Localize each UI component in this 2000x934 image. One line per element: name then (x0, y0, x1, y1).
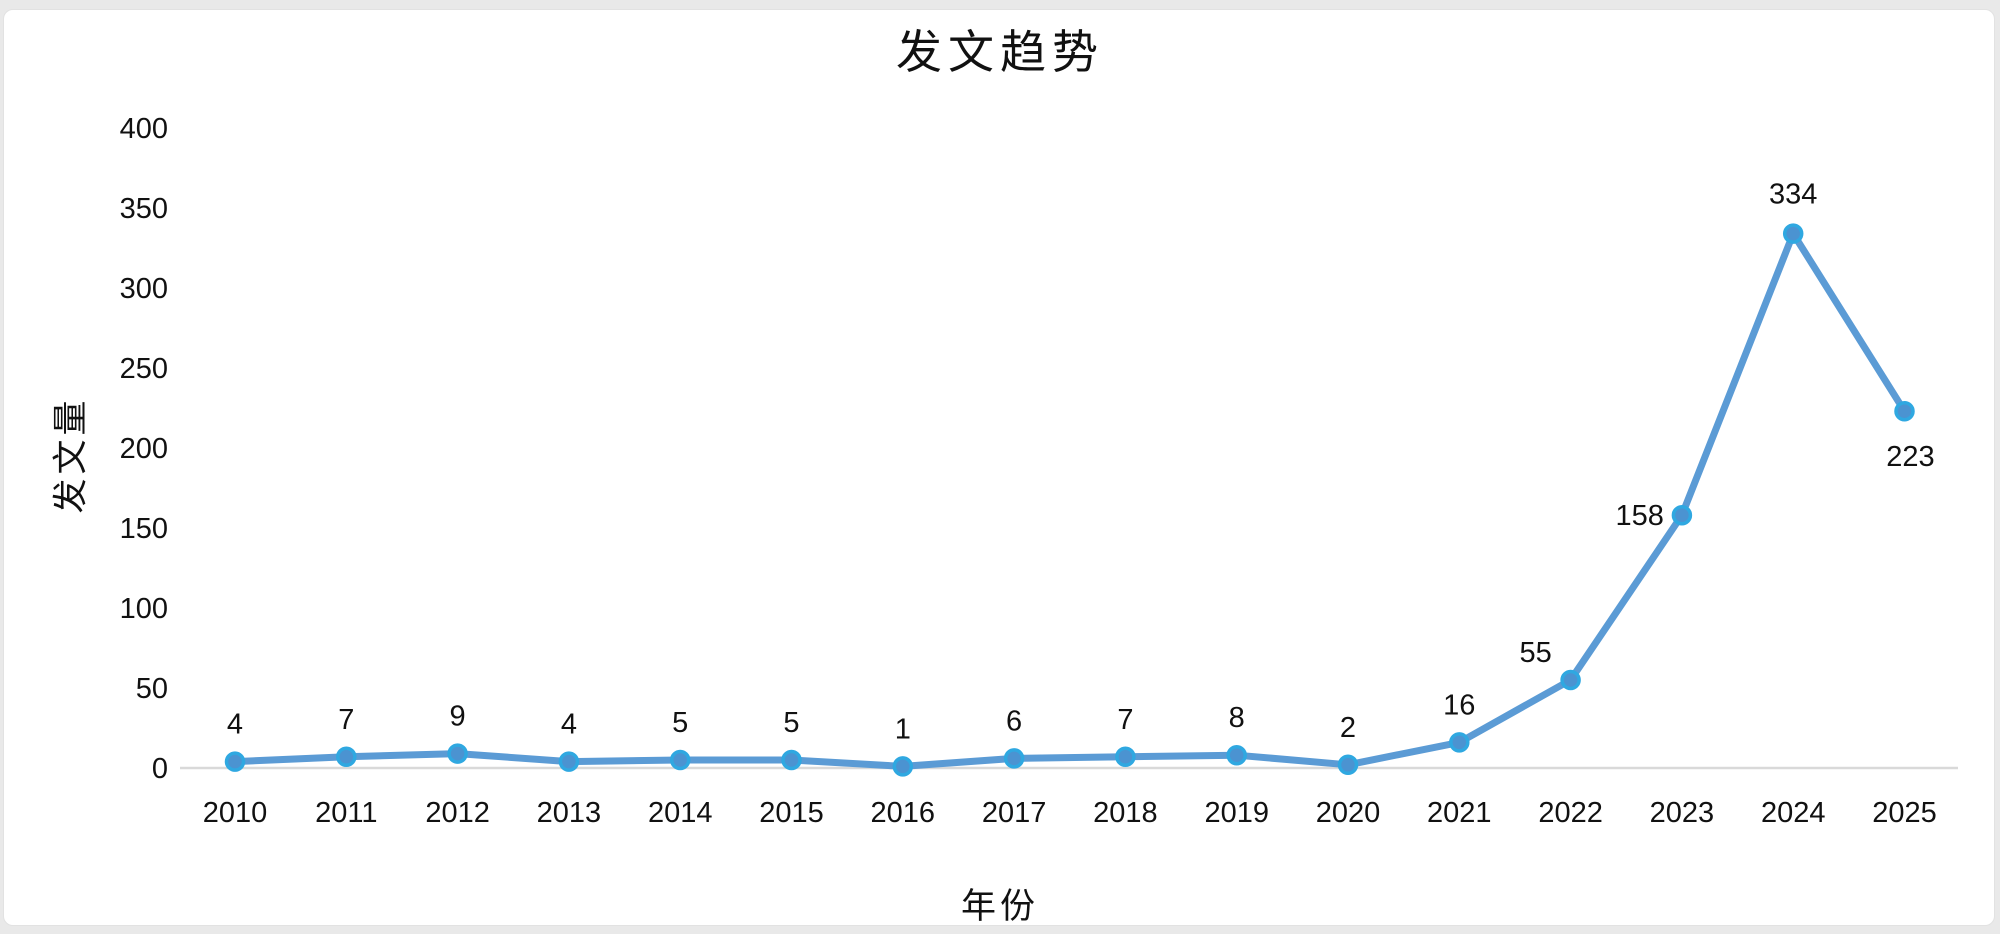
x-tick-label: 2021 (1427, 797, 1492, 829)
data-point-label: 4 (561, 709, 577, 741)
x-tick-label: 2017 (982, 797, 1047, 829)
data-point-marker (336, 746, 357, 768)
data-point-label: 223 (1886, 441, 1934, 473)
y-tick-label: 200 (120, 433, 168, 465)
data-point-label: 5 (783, 707, 799, 739)
data-point-label: 2 (1340, 712, 1356, 744)
data-point-marker (669, 749, 691, 771)
data-point-label: 334 (1769, 179, 1817, 211)
data-point-marker (224, 751, 246, 772)
x-tick-label: 2012 (425, 797, 490, 829)
data-point-marker (1782, 223, 1804, 244)
data-point-label: 16 (1443, 689, 1475, 721)
data-point-label: 4 (227, 709, 243, 741)
x-tick-label: 2018 (1093, 797, 1158, 829)
data-point-marker (1337, 754, 1359, 776)
y-tick-label: 350 (120, 193, 168, 225)
data-point-label: 158 (1616, 500, 1664, 532)
data-point-label: 5 (672, 707, 688, 739)
x-tick-label: 2014 (648, 797, 713, 829)
x-tick-label: 2025 (1872, 797, 1937, 829)
y-tick-label: 250 (120, 353, 168, 385)
data-point-marker (1226, 744, 1247, 766)
data-point-marker (1003, 748, 1025, 769)
data-point-marker (447, 743, 468, 764)
chart-title: 发文趋势 (896, 26, 1104, 78)
x-tick-label: 2016 (871, 797, 936, 829)
chart-card (3, 9, 1995, 926)
data-point-label: 9 (450, 701, 466, 733)
y-tick-label: 50 (136, 673, 168, 705)
x-tick-label: 2011 (315, 797, 377, 829)
data-point-marker (1560, 669, 1581, 691)
data-point-marker (1115, 746, 1136, 768)
x-tick-label: 2013 (537, 797, 602, 829)
y-tick-label: 400 (120, 113, 168, 145)
y-tick-label: 0 (152, 753, 168, 785)
data-point-marker (1449, 732, 1470, 753)
x-tick-label: 2023 (1650, 797, 1715, 829)
x-tick-label: 2019 (1204, 797, 1269, 829)
y-tick-label: 150 (120, 513, 168, 545)
data-point-label: 55 (1519, 637, 1551, 669)
data-point-marker (1894, 400, 1915, 422)
y-tick-label: 300 (120, 273, 168, 305)
data-point-label: 7 (1117, 704, 1133, 736)
x-tick-label: 2010 (203, 797, 268, 829)
x-tick-label: 2020 (1316, 797, 1381, 829)
y-tick-label: 100 (120, 593, 168, 625)
x-tick-label: 2024 (1761, 797, 1826, 829)
trend-line (231, 230, 1908, 770)
x-tick-label: 2022 (1538, 797, 1603, 829)
data-point-label: 6 (1006, 705, 1022, 737)
x-tick-label: 2015 (759, 797, 824, 829)
data-point-label: 8 (1229, 702, 1245, 734)
data-point-marker (558, 751, 580, 772)
data-point-marker (781, 749, 802, 771)
data-point-marker (1671, 504, 1693, 526)
data-point-label: 7 (338, 704, 354, 736)
data-point-marker (892, 756, 914, 777)
x-axis-title: 年份 (960, 887, 1039, 926)
data-point-label: 1 (895, 713, 911, 745)
